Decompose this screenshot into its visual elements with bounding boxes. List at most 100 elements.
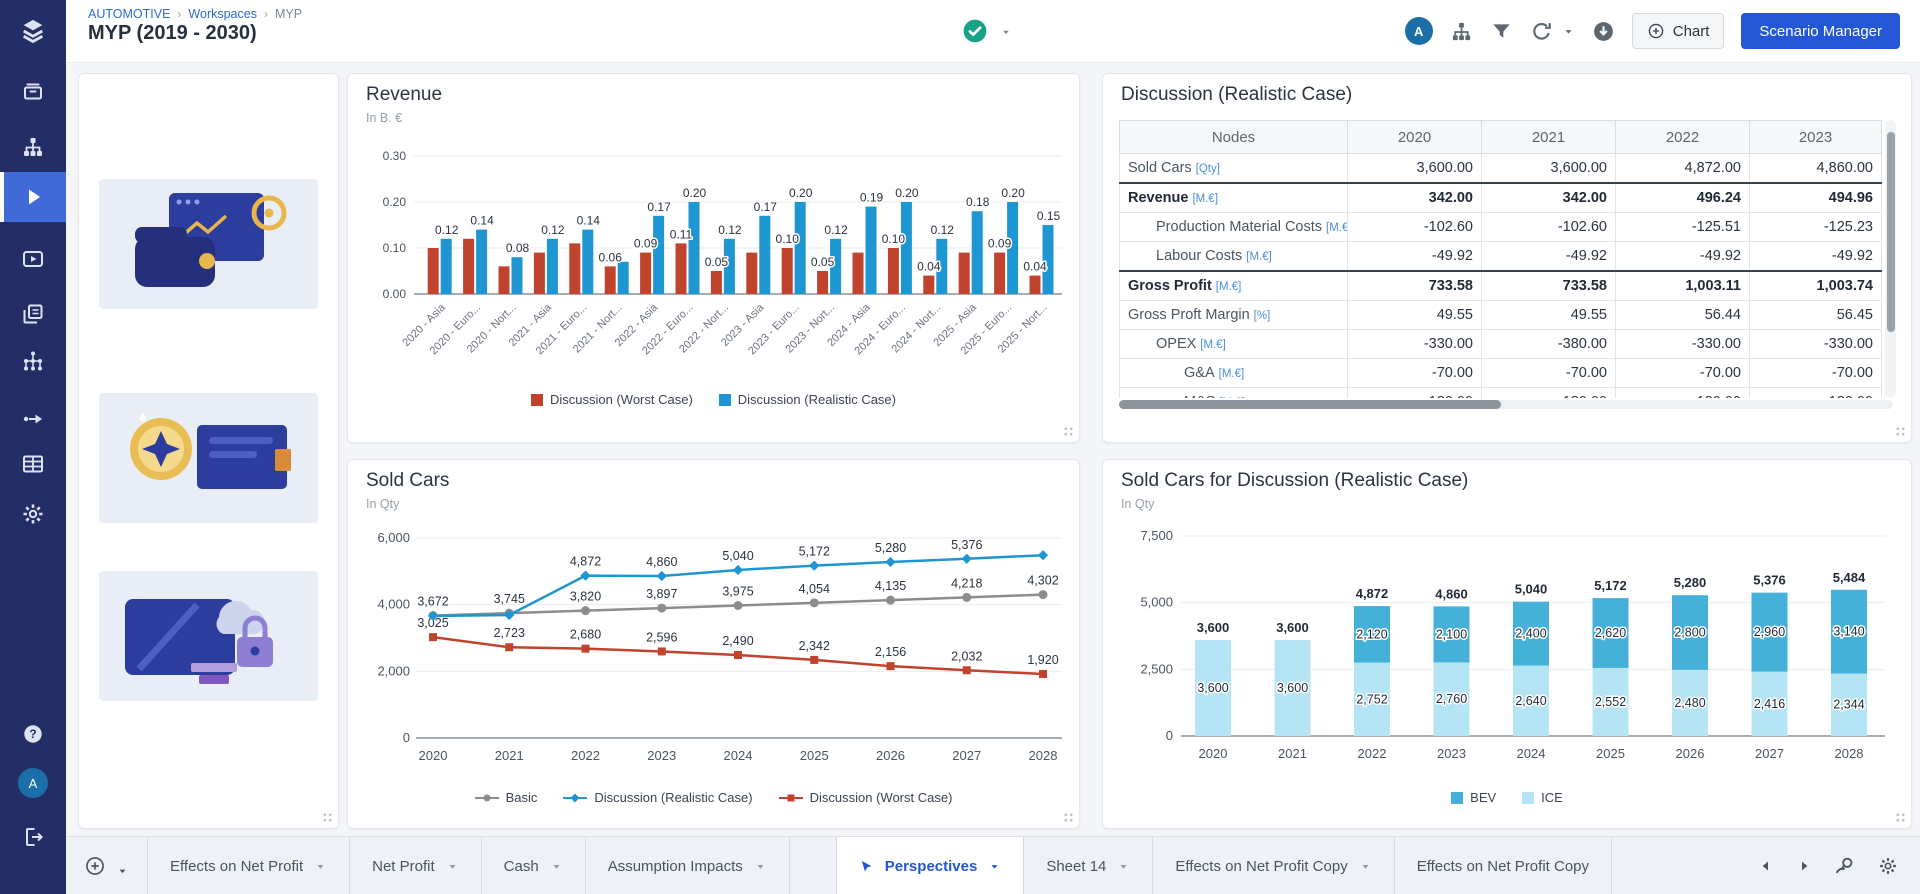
refresh-icon[interactable] <box>1530 20 1553 43</box>
download-icon[interactable] <box>1592 20 1615 43</box>
table-row: Revenue [M.€] 342.00 342.00 496.24 494.96 <box>1119 182 1882 213</box>
slide-thumbnail-2[interactable] <box>99 393 318 523</box>
column-header-2022[interactable]: 2022 <box>1615 120 1750 154</box>
chevron-down-icon[interactable] <box>1000 25 1012 37</box>
present-icon[interactable] <box>1834 855 1856 877</box>
chevron-down-icon[interactable] <box>116 860 129 873</box>
svg-text:3,897: 3,897 <box>646 587 677 601</box>
avatar[interactable]: A <box>1404 17 1433 45</box>
hierarchy-icon[interactable] <box>1450 20 1473 43</box>
breadcrumb-workspaces[interactable]: Workspaces <box>188 7 257 21</box>
svg-text:4,872: 4,872 <box>1356 586 1389 601</box>
sidebar-item-play[interactable] <box>0 172 66 222</box>
discussion-table-wrap: Nodes 2020 2021 2022 2023 Sold Cars [Qty] 3,600… <box>1119 120 1893 398</box>
column-header-2023[interactable]: 2023 <box>1749 120 1882 154</box>
gear-icon[interactable] <box>1878 856 1898 876</box>
svg-text:2,342: 2,342 <box>799 639 830 653</box>
sidebar-item-flow[interactable] <box>0 394 66 444</box>
svg-text:0.09: 0.09 <box>634 237 658 251</box>
sheet-tab-effects-on-net-profit-copy[interactable]: Effects on Net Profit Copy <box>1395 837 1613 894</box>
svg-text:2022: 2022 <box>1358 746 1387 761</box>
sidebar-avatar[interactable]: A <box>18 768 48 798</box>
svg-text:5,000: 5,000 <box>1140 595 1173 610</box>
scenario-status[interactable] <box>962 0 1012 62</box>
value-cell: 56.45 <box>1749 300 1882 330</box>
slide-thumbnail-1[interactable] <box>99 179 318 309</box>
unit-tag: [Qty] <box>1195 163 1220 175</box>
sidebar-item-video[interactable] <box>0 234 66 284</box>
svg-text:1,920: 1,920 <box>1027 653 1058 667</box>
refresh-chevron-icon[interactable] <box>1562 25 1575 38</box>
svg-text:5,040: 5,040 <box>1515 582 1548 597</box>
resize-grip[interactable] <box>1895 426 1906 437</box>
add-sheet-button[interactable] <box>66 837 148 894</box>
plus-circle-icon <box>1647 22 1665 40</box>
slide-thumbnail-3[interactable] <box>99 571 318 701</box>
sidebar-item-model[interactable] <box>0 336 66 386</box>
flow-icon <box>21 407 45 431</box>
sheet-tab-net-profit[interactable]: Net Profit <box>350 837 482 894</box>
sidebar-item-copy[interactable] <box>0 289 66 339</box>
slide-illustration-lock <box>135 193 287 287</box>
sheet-tab-cash[interactable]: Cash <box>482 837 586 894</box>
next-sheet-button[interactable] <box>1796 858 1812 874</box>
table-row: OPEX [M.€] -330.00 -380.00 -330.00 -330.00 <box>1119 329 1882 359</box>
sidebar-item-help[interactable]: ? <box>0 708 66 758</box>
svg-text:2027: 2027 <box>1755 746 1784 761</box>
svg-text:2,480: 2,480 <box>1674 696 1705 710</box>
value-cell: -180.00 <box>1481 387 1616 398</box>
svg-text:0.12: 0.12 <box>435 223 459 237</box>
sidebar-item-archive[interactable] <box>0 66 66 116</box>
chevron-down-icon[interactable] <box>1359 860 1372 873</box>
horizontal-scrollbar-thumb[interactable] <box>1119 400 1501 409</box>
sheet-tab-assumption-impacts[interactable]: Assumption Impacts <box>586 837 790 894</box>
chevron-down-icon[interactable] <box>988 860 1001 873</box>
sheet-tab-label: Sheet 14 <box>1046 857 1107 875</box>
sidebar-item-logout[interactable] <box>0 812 66 862</box>
column-header-2020[interactable]: 2020 <box>1347 120 1482 154</box>
plus-circle-icon <box>84 855 106 877</box>
add-chart-label: Chart <box>1672 22 1710 40</box>
svg-text:0.05: 0.05 <box>705 255 729 269</box>
svg-text:2028: 2028 <box>1835 746 1864 761</box>
unit-tag: [M.€] <box>1246 251 1272 263</box>
unit-tag: [M.€] <box>1218 368 1245 380</box>
slide-illustration-compass <box>130 412 291 489</box>
chevron-down-icon[interactable] <box>754 860 767 873</box>
sold-cars-discussion-panel: Sold Cars for Discussion (Realistic Case… <box>1102 459 1912 829</box>
unit-tag: [M.€] <box>1219 397 1245 398</box>
video-icon <box>21 247 45 271</box>
prev-sheet-button[interactable] <box>1758 858 1774 874</box>
resize-grip[interactable] <box>1895 812 1906 823</box>
chevron-down-icon[interactable] <box>550 860 563 873</box>
resize-grip[interactable] <box>1063 812 1074 823</box>
sidebar-item-org-chart[interactable] <box>0 122 66 172</box>
node-label: Revenue [M.€] <box>1119 182 1348 213</box>
sheet-tab-effects-on-net-profit[interactable]: Effects on Net Profit <box>148 837 351 894</box>
sheet-tab-sheet-14[interactable]: Sheet 14 <box>1024 837 1154 894</box>
table-row: Sold Cars [Qty] 3,600.00 3,600.00 4,872.00 4,… <box>1119 153 1882 184</box>
resize-grip[interactable] <box>322 812 333 823</box>
sheet-tab-effects-on-net-profit-copy[interactable]: Effects on Net Profit Copy <box>1153 837 1395 894</box>
svg-text:2,620: 2,620 <box>1595 626 1626 640</box>
filter-icon[interactable] <box>1490 20 1513 43</box>
chevron-down-icon[interactable] <box>1117 860 1130 873</box>
value-cell: -180.00 <box>1347 387 1482 398</box>
value-cell: 49.55 <box>1347 300 1482 330</box>
column-header-nodes[interactable]: Nodes <box>1119 120 1348 154</box>
chevron-down-icon[interactable] <box>446 860 459 873</box>
sheet-tab-perspectives[interactable]: Perspectives <box>836 837 1025 894</box>
column-header-2021[interactable]: 2021 <box>1481 120 1616 154</box>
unit-tag: [M.€] <box>1215 281 1242 293</box>
svg-text:5,172: 5,172 <box>1594 578 1627 593</box>
svg-text:0.04: 0.04 <box>1023 260 1047 274</box>
app-logo[interactable] <box>0 6 66 56</box>
chevron-down-icon[interactable] <box>314 860 327 873</box>
breadcrumb-automotive[interactable]: AUTOMOTIVE <box>88 7 171 21</box>
vertical-scrollbar-thumb[interactable] <box>1886 132 1895 332</box>
sidebar-item-table[interactable] <box>0 439 66 489</box>
sidebar-item-gear[interactable] <box>0 489 66 539</box>
resize-grip[interactable] <box>1063 426 1074 437</box>
add-chart-button[interactable]: Chart <box>1631 13 1725 49</box>
scenario-manager-button[interactable]: Scenario Manager <box>1741 13 1900 49</box>
